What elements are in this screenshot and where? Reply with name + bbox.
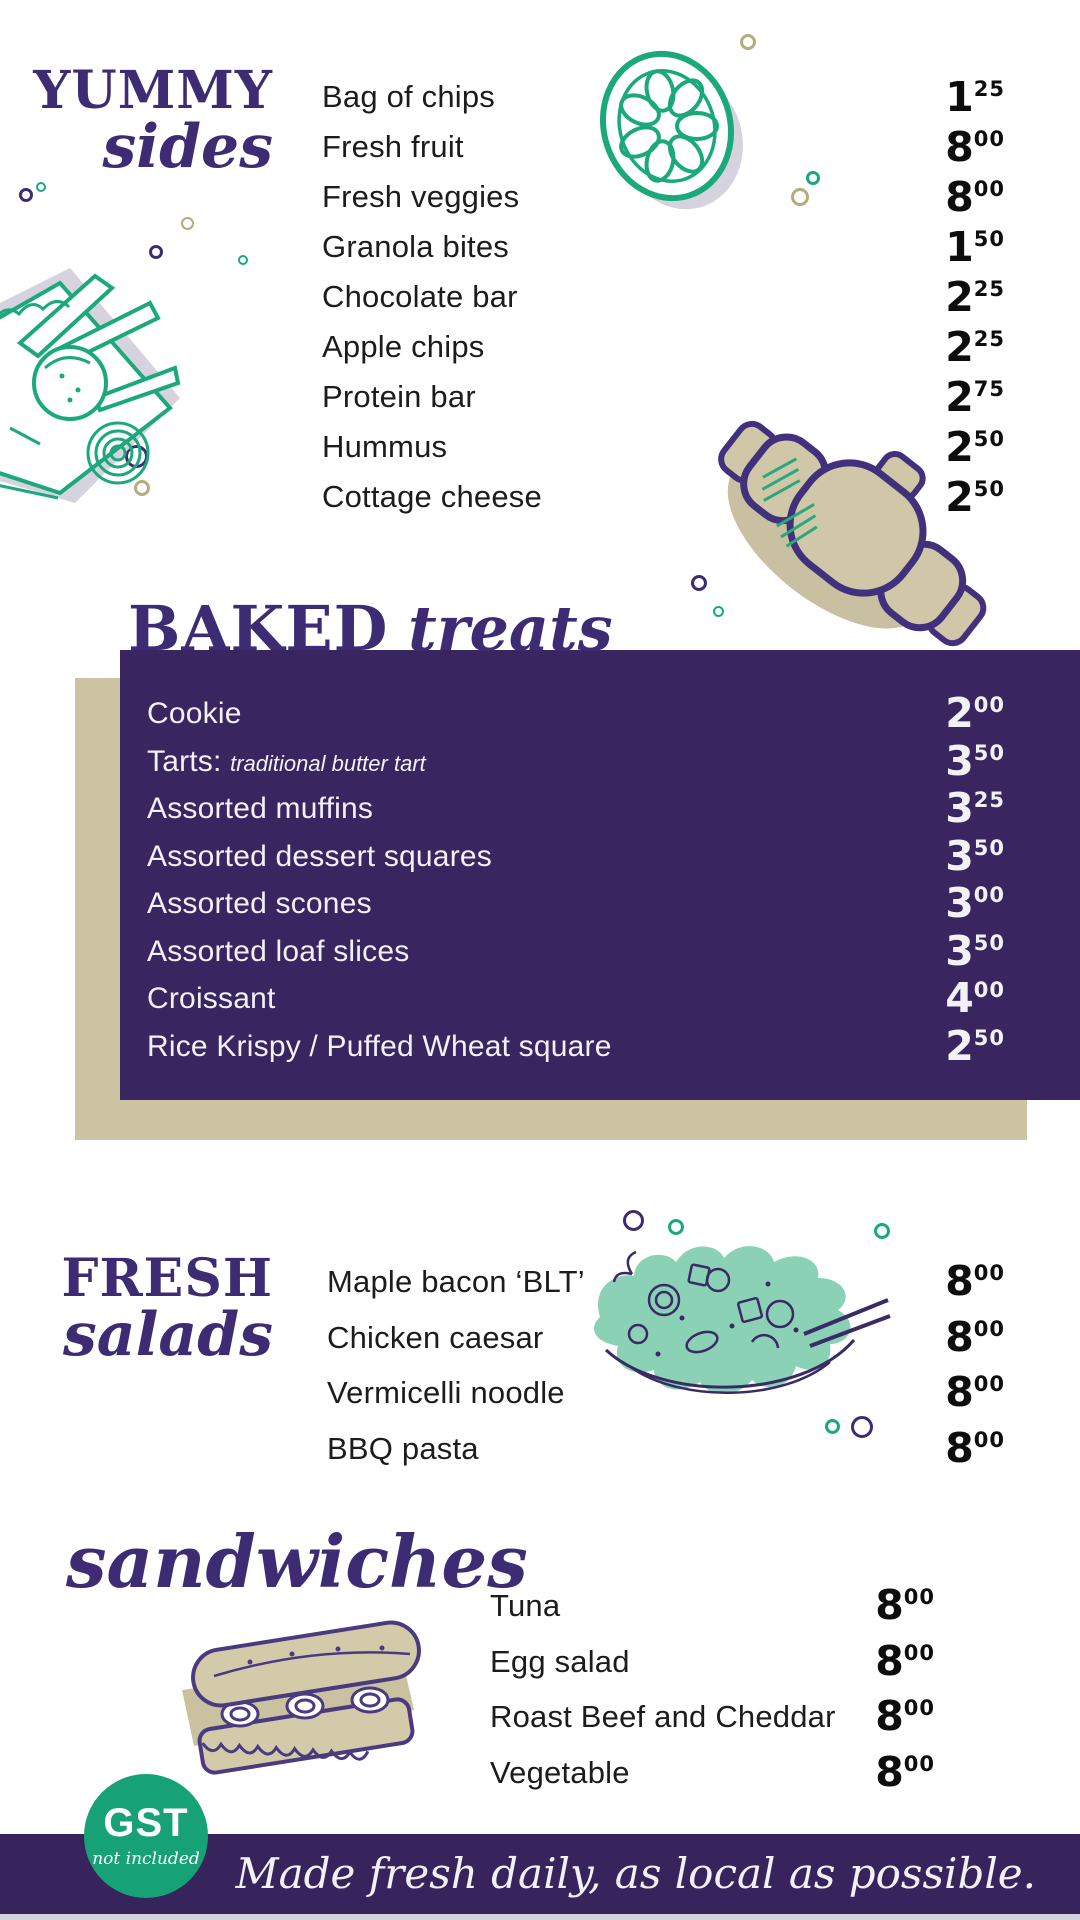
- decorative-dot: [851, 1416, 873, 1438]
- menu-item-label: Assorted dessert squares: [147, 839, 492, 873]
- section-heading-sides: YUMMY sides: [30, 60, 273, 182]
- menu-item-label: Bag of chips: [322, 79, 496, 114]
- decorative-dot: [181, 217, 194, 230]
- menu-item-label: Assorted scones: [147, 887, 372, 920]
- salads-item-list: Maple bacon ‘BLT’ Chicken caesar Vermice…: [327, 1254, 585, 1476]
- menu-item-label: Protein bar: [322, 379, 476, 414]
- decorative-dot: [19, 188, 33, 202]
- menu-item-label: Tarts: traditional butter tart: [147, 744, 426, 778]
- menu-item-price: 800: [875, 1692, 935, 1740]
- menu-item-label: Vermicelli noodle: [327, 1375, 565, 1410]
- menu-item-price: 225: [945, 273, 1005, 321]
- menu-item-note: traditional butter tart: [230, 750, 426, 776]
- footer-tagline: Made fresh daily, as local as possible.: [235, 1849, 1036, 1898]
- menu-item-label: Maple bacon ‘BLT’: [327, 1264, 585, 1299]
- section-heading-sandwiches: sandwiches: [66, 1526, 528, 1598]
- decorative-dot: [874, 1223, 890, 1239]
- menu-item-label: Granola bites: [322, 229, 509, 264]
- decorative-dot: [791, 188, 809, 206]
- decorative-dot: [36, 182, 46, 192]
- menu-item-price: 800: [875, 1636, 935, 1685]
- menu-item-price: 300: [945, 879, 1005, 927]
- decorative-dot: [238, 255, 248, 265]
- menu-item-label: Hummus: [322, 429, 448, 464]
- heading-script: sides: [102, 112, 273, 182]
- menu-item-price: 800: [875, 1747, 935, 1796]
- menu-item-price: 125: [945, 73, 1005, 121]
- sandwiches-price-list: 800 800 800 800: [785, 1578, 935, 1800]
- heading-main: YUMMY: [33, 60, 273, 121]
- wrap-illustration: [0, 268, 181, 503]
- baked-panel: [120, 650, 1080, 1100]
- menu-item-label: Roast Beef and Cheddar: [490, 1699, 836, 1734]
- menu-item-price: 350: [945, 831, 1005, 880]
- menu-item-price: 325: [945, 784, 1005, 832]
- heading-main: FRESH: [61, 1248, 273, 1309]
- decorative-dot: [825, 1419, 840, 1434]
- lime-slice-illustration: [599, 50, 743, 210]
- baked-item-list: Cookie Tarts: traditional butter tart As…: [147, 690, 612, 1070]
- menu-item-price: 350: [945, 926, 1005, 975]
- heading-main: BAKED: [128, 592, 389, 665]
- menu-item-label: Fresh veggies: [322, 179, 520, 214]
- menu-item-label: Vegetable: [490, 1754, 630, 1790]
- menu-item-price: 200: [945, 689, 1005, 737]
- menu-item-label: BBQ pasta: [327, 1430, 479, 1466]
- menu-item-price: 800: [945, 1312, 1005, 1361]
- menu-item-price: 400: [945, 974, 1005, 1022]
- section-heading-baked: BAKED treats: [128, 598, 613, 660]
- menu-item-price: 800: [945, 1423, 1005, 1472]
- menu-item-price: 250: [945, 423, 1005, 471]
- sandwiches-item-list: Tuna Egg salad Roast Beef and Cheddar Ve…: [490, 1578, 836, 1800]
- decorative-dot: [668, 1219, 684, 1235]
- gst-badge: GST not included: [84, 1774, 208, 1898]
- sides-price-list: 125 800 800 150 225 225 275 250 250: [855, 72, 1005, 522]
- decorative-dot: [134, 480, 150, 496]
- menu-item-label: Tuna: [490, 1588, 561, 1623]
- menu-item-price: 350: [945, 736, 1005, 785]
- decorative-dot: [691, 575, 707, 591]
- sides-item-list: Bag of chips Fresh fruit Fresh veggies G…: [322, 72, 542, 522]
- bottom-edge-strip: [0, 1914, 1080, 1920]
- heading-script: sandwiches: [66, 1519, 528, 1604]
- decorative-dot: [623, 1210, 644, 1231]
- croissant-illustration: [718, 420, 987, 647]
- decorative-dot: [806, 171, 820, 185]
- menu-item-label: Cookie: [147, 697, 242, 730]
- salads-price-list: 800 800 800 800: [855, 1254, 1005, 1476]
- menu-item-label: Chocolate bar: [322, 279, 518, 314]
- heading-script: salads: [62, 1300, 273, 1370]
- menu-item-price: 250: [945, 473, 1005, 521]
- menu-item-price: 800: [945, 123, 1005, 171]
- decorative-dot: [149, 245, 163, 259]
- menu-item-price: 800: [945, 173, 1005, 221]
- gst-badge-subtitle: not included: [92, 1849, 200, 1869]
- section-heading-salads: FRESH salads: [30, 1248, 273, 1370]
- sandwich-illustration: [182, 1620, 421, 1775]
- menu-item-price: 250: [945, 1021, 1005, 1070]
- menu-item-price: 150: [945, 223, 1005, 271]
- salad-illustration: [594, 1246, 891, 1395]
- menu-item-price: 800: [875, 1581, 935, 1629]
- menu-item-label: Cottage cheese: [322, 479, 542, 514]
- gst-badge-title: GST: [103, 1801, 189, 1845]
- menu-item-label: Assorted muffins: [147, 792, 374, 825]
- menu-item-label: Chicken caesar: [327, 1319, 544, 1355]
- menu-item-label: Assorted loaf slices: [147, 934, 410, 968]
- menu-item-price: 800: [945, 1368, 1005, 1416]
- decorative-dot: [740, 34, 756, 50]
- baked-price-list: 200 350 325 350 300 350 400 250: [855, 689, 1005, 1070]
- menu-item-price: 275: [945, 373, 1005, 421]
- decorative-dot: [713, 606, 724, 617]
- heading-script: treats: [408, 592, 613, 665]
- menu-item-label: Rice Krispy / Puffed Wheat square: [147, 1029, 612, 1063]
- menu-item-price: 225: [945, 323, 1005, 371]
- menu-item-label: Fresh fruit: [322, 129, 464, 164]
- menu-item-label: Egg salad: [490, 1643, 630, 1679]
- menu-item-label: Apple chips: [322, 329, 485, 364]
- menu-item-label: Croissant: [147, 982, 276, 1015]
- menu-item-price: 800: [945, 1257, 1005, 1305]
